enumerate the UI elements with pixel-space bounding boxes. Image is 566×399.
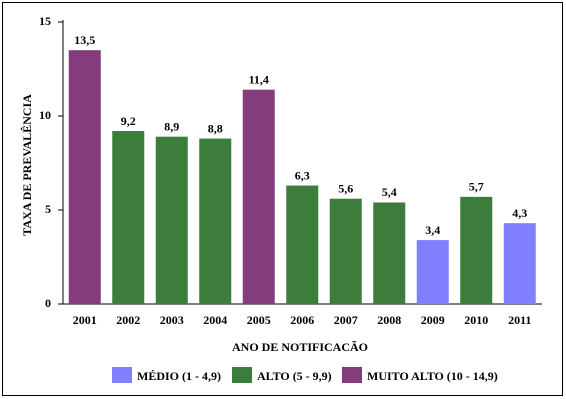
value-label: 5,6 bbox=[338, 181, 353, 195]
bar bbox=[460, 196, 493, 304]
bar bbox=[373, 202, 406, 304]
bar bbox=[242, 89, 275, 305]
bar bbox=[68, 50, 101, 305]
value-label: 9,2 bbox=[121, 114, 136, 128]
bar bbox=[329, 198, 362, 304]
x-tick-label: 2005 bbox=[247, 313, 271, 327]
bar bbox=[112, 131, 145, 304]
legend-label: ALTO (5 - 9,9) bbox=[257, 369, 332, 383]
value-label: 8,9 bbox=[164, 119, 179, 133]
y-axis-label: TAXA DE PREVALÊNCIA bbox=[20, 94, 34, 236]
value-label: 11,4 bbox=[249, 72, 269, 86]
x-tick-label: 2002 bbox=[116, 313, 140, 327]
legend-label: MÉDIO (1 - 4,9) bbox=[137, 369, 221, 383]
x-tick-label: 2006 bbox=[290, 313, 314, 327]
x-tick-label: 2009 bbox=[421, 313, 445, 327]
y-tick-label: 5 bbox=[45, 202, 51, 216]
bar bbox=[503, 223, 536, 304]
x-tick-label: 2004 bbox=[203, 313, 227, 327]
value-label: 8,8 bbox=[208, 121, 223, 135]
bar bbox=[199, 138, 232, 304]
bar bbox=[286, 185, 319, 304]
value-label: 3,4 bbox=[425, 223, 440, 237]
legend-swatch bbox=[112, 367, 132, 383]
legend-swatch bbox=[232, 367, 252, 383]
value-label: 4,3 bbox=[512, 206, 527, 220]
legend-label: MUITO ALTO (10 - 14,9) bbox=[367, 369, 498, 383]
value-label: 13,5 bbox=[74, 33, 95, 47]
x-tick-label: 2003 bbox=[160, 313, 184, 327]
value-label: 5,4 bbox=[382, 185, 397, 199]
bar bbox=[155, 136, 188, 304]
x-tick-label: 2008 bbox=[377, 313, 401, 327]
value-label: 5,7 bbox=[469, 180, 484, 194]
value-label: 6,3 bbox=[295, 168, 310, 182]
x-axis-label: ANO DE NOTIFICACÃO bbox=[232, 340, 368, 354]
bar bbox=[416, 240, 449, 304]
y-tick-label: 10 bbox=[39, 108, 51, 122]
y-tick-label: 0 bbox=[45, 296, 51, 310]
x-tick-label: 2001 bbox=[73, 313, 97, 327]
y-tick-label: 15 bbox=[39, 14, 51, 28]
x-tick-label: 2010 bbox=[464, 313, 488, 327]
x-tick-label: 2007 bbox=[334, 313, 358, 327]
legend-swatch bbox=[342, 367, 362, 383]
x-tick-label: 2011 bbox=[508, 313, 531, 327]
